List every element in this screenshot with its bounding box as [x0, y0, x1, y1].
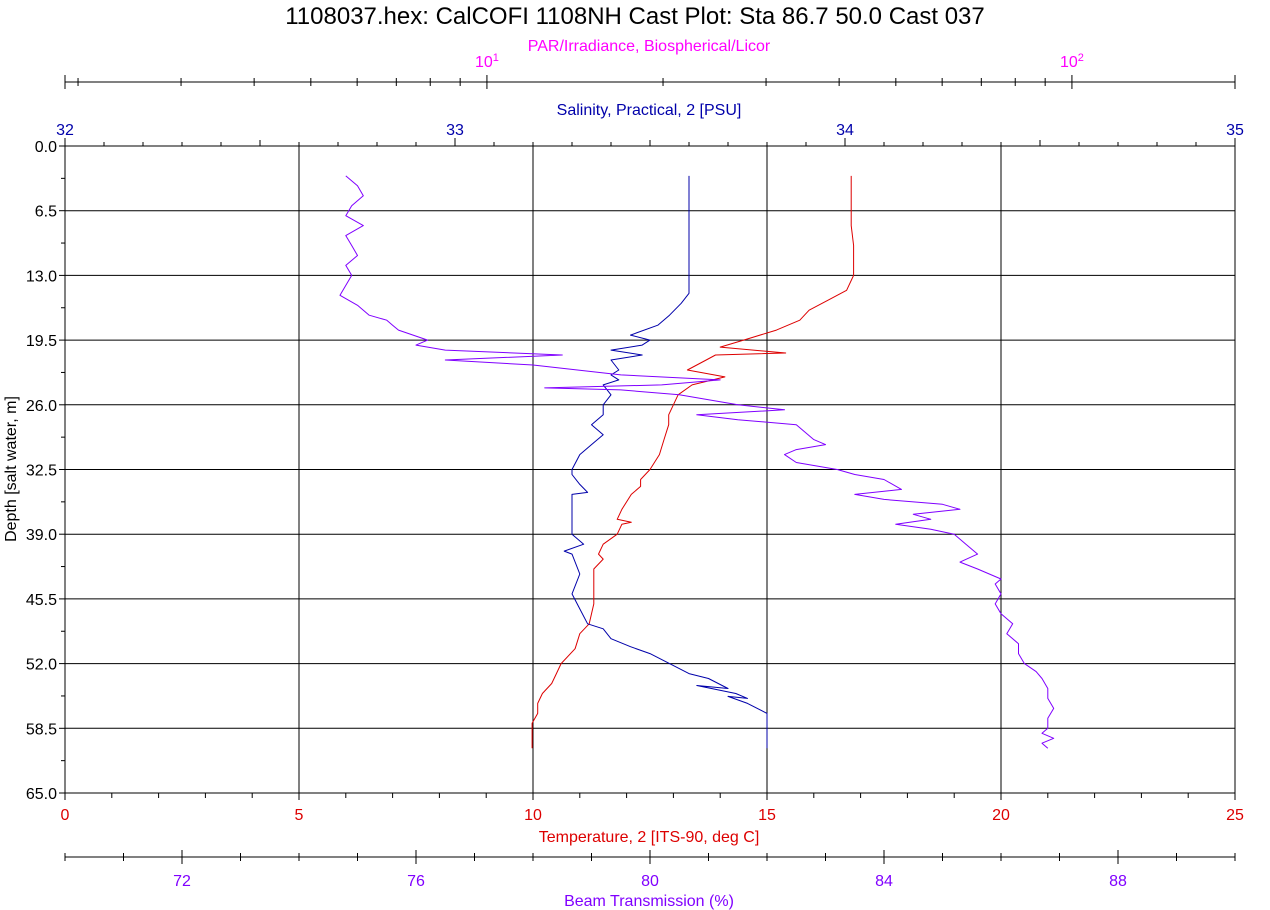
beam-axis-ticks: 72 76 80 84 88	[64, 850, 1236, 890]
depth-tick-label: 26.0	[26, 398, 57, 415]
depth-tick-label: 32.5	[26, 463, 57, 480]
beam-tick-label: 80	[641, 873, 659, 890]
par-tick-label: 101	[475, 52, 499, 71]
temperature-tick-label: 20	[992, 807, 1010, 824]
temperature-tick-label: 0	[61, 807, 70, 824]
beam-series-line	[339, 175, 1055, 749]
temperature-axis-label: Temperature, 2 [ITS-90, deg C]	[539, 829, 760, 846]
salinity-tick-label: 35	[1226, 122, 1244, 139]
salinity-axis-ticks: 32 33 34 35	[56, 122, 1244, 146]
depth-tick-label: 13.0	[26, 268, 57, 285]
depth-tick-label: 19.5	[26, 333, 57, 350]
par-axis-label: PAR/Irradiance, Biospherical/Licor	[528, 38, 771, 55]
depth-tick-label: 65.0	[26, 786, 57, 803]
temperature-series-line	[531, 175, 855, 749]
depth-tick-label: 39.0	[26, 527, 57, 544]
chart-title: 1108037.hex: CalCOFI 1108NH Cast Plot: S…	[285, 3, 985, 30]
par-axis-ticks: 101 102	[64, 52, 1236, 89]
salinity-tick-label: 32	[56, 122, 74, 139]
beam-tick-label: 88	[1109, 873, 1127, 890]
temperature-tick-label: 5	[295, 807, 304, 824]
temperature-tick-label: 15	[758, 807, 776, 824]
salinity-axis-label: Salinity, Practical, 2 [PSU]	[557, 102, 742, 119]
salinity-series-line	[563, 175, 768, 749]
grid	[64, 145, 1236, 794]
depth-tick-label: 0.0	[35, 139, 57, 156]
series-lines	[339, 175, 1055, 749]
par-tick-label: 102	[1060, 52, 1084, 71]
depth-tick-label: 52.0	[26, 657, 57, 674]
salinity-tick-label: 34	[836, 122, 854, 139]
beam-tick-label: 76	[407, 873, 425, 890]
beam-tick-label: 72	[173, 873, 191, 890]
beam-tick-label: 84	[875, 873, 893, 890]
salinity-tick-label: 33	[446, 122, 464, 139]
temperature-tick-label: 25	[1226, 807, 1244, 824]
depth-axis-label: Depth [salt water, m]	[3, 396, 20, 542]
depth-axis: 0.0 6.5 13.0 19.5 26.0 32.5 39.0 45.5 52.0 58.5 65…	[26, 139, 65, 803]
beam-axis-label: Beam Transmission (%)	[564, 893, 734, 910]
temperature-axis-ticks: 0 5 10 15 20 25	[61, 793, 1244, 824]
depth-tick-label: 58.5	[26, 721, 57, 738]
temperature-tick-label: 10	[524, 807, 542, 824]
depth-tick-label: 45.5	[26, 592, 57, 609]
depth-tick-label: 6.5	[35, 204, 57, 221]
